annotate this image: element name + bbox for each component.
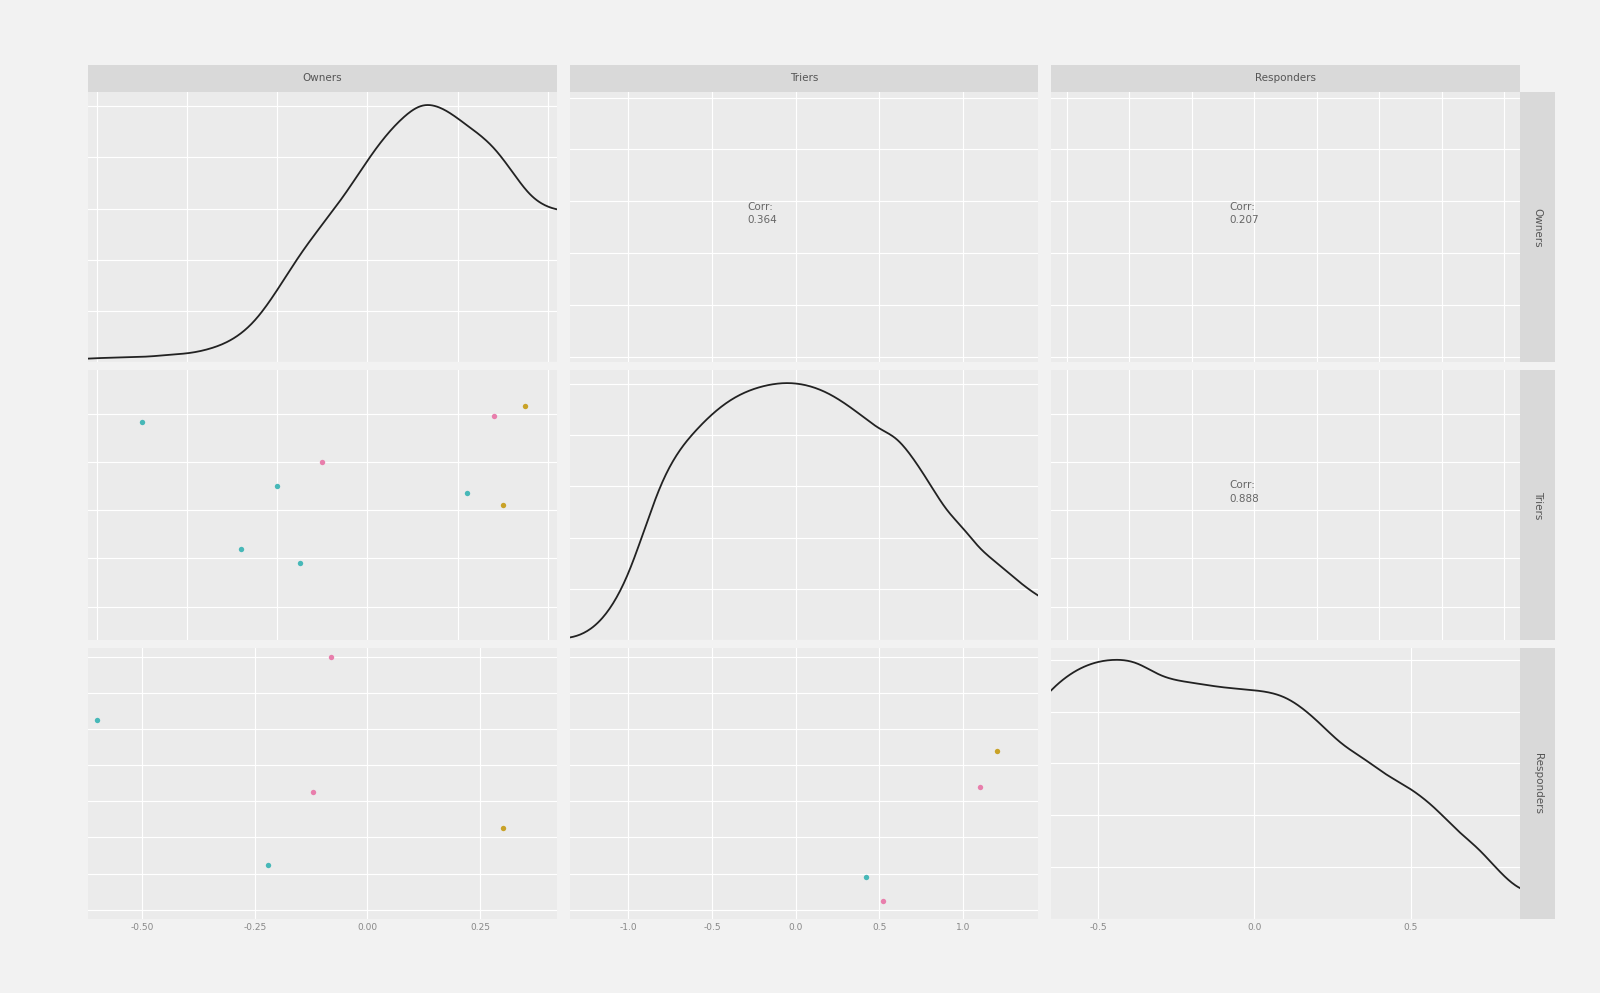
Point	[229, 541, 254, 557]
Text: Owners: Owners	[302, 73, 342, 83]
Text: Corr:
0.888: Corr: 0.888	[1229, 481, 1259, 503]
Point	[130, 413, 155, 429]
Point	[229, 983, 254, 993]
Point	[691, 983, 717, 993]
Point	[490, 820, 515, 836]
Point	[197, 955, 222, 971]
Point	[786, 928, 811, 944]
Point	[606, 955, 632, 971]
Text: Responders: Responders	[1254, 73, 1317, 83]
Point	[853, 869, 878, 885]
Point	[333, 973, 358, 989]
Point	[301, 784, 326, 800]
Point	[966, 780, 992, 795]
Point	[318, 649, 344, 665]
Text: Corr:
0.207: Corr: 0.207	[1229, 203, 1259, 225]
Point	[256, 857, 282, 873]
Point	[707, 992, 733, 993]
Point	[301, 988, 326, 993]
Text: Corr:
0.364: Corr: 0.364	[747, 203, 778, 225]
Point	[984, 743, 1010, 759]
Text: Triers: Triers	[1533, 492, 1542, 519]
Point	[286, 555, 312, 571]
Point	[870, 893, 896, 909]
Point	[512, 523, 538, 539]
Point	[658, 983, 683, 993]
Point	[512, 398, 538, 414]
Point	[482, 408, 507, 424]
Point	[264, 479, 290, 495]
Point	[482, 556, 507, 572]
Text: Triers: Triers	[790, 73, 818, 83]
Text: Owners: Owners	[1533, 208, 1542, 247]
Point	[454, 485, 480, 500]
Point	[309, 454, 336, 470]
Point	[490, 497, 515, 513]
Text: Responders: Responders	[1533, 753, 1542, 814]
Point	[85, 713, 110, 729]
